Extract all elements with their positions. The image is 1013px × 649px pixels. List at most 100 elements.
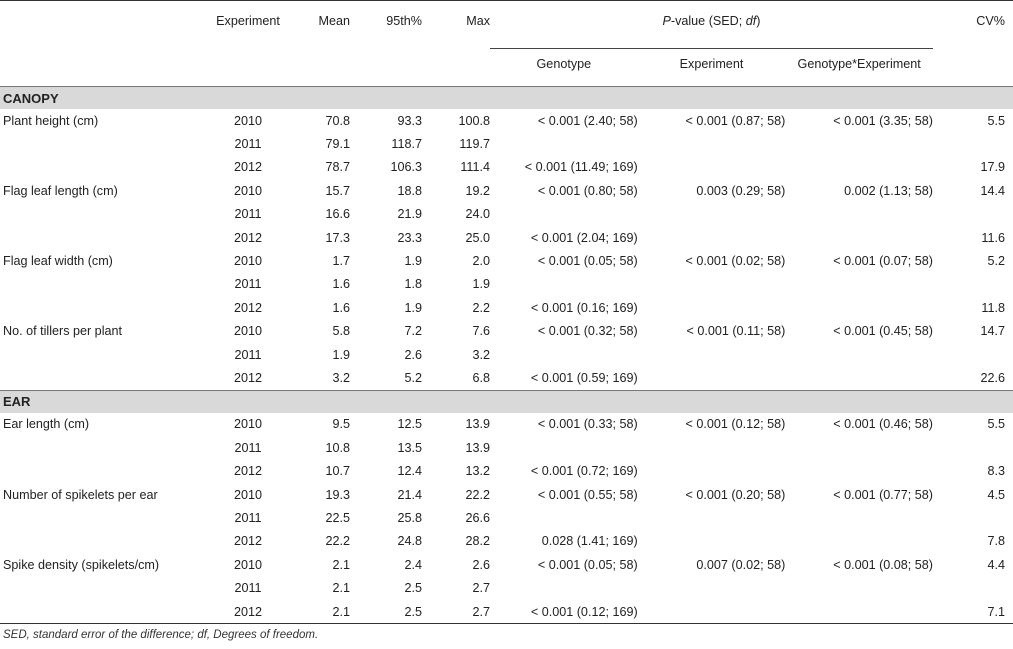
- cell-experiment-p: [638, 156, 786, 179]
- cell-genotype-p: < 0.001 (2.40; 58): [537, 113, 638, 128]
- cell-genotype-p: < 0.001 (0.55; 58): [537, 487, 638, 502]
- cell-max: 3.2: [472, 347, 490, 362]
- cell-max: 100.8: [458, 113, 490, 128]
- cell-genotype-p: < 0.001 (0.80; 58): [537, 183, 638, 198]
- cell-gxe-p: [785, 366, 933, 390]
- cell-gxe-p: [785, 273, 933, 296]
- cell-mean: 15.7: [325, 183, 350, 198]
- cell-gxe-p: [785, 576, 933, 599]
- section-header-row: EAR: [0, 389, 1013, 413]
- cell-mean: 9.5: [332, 417, 350, 432]
- cell-gxe-p: < 0.001 (3.35; 58): [833, 113, 933, 128]
- cell-95th: 1.8: [404, 277, 422, 292]
- cell-experiment-p: < 0.001 (0.02; 58): [685, 254, 786, 269]
- cell-mean: 19.3: [325, 487, 350, 502]
- header-pvalue-mid: -value (SED;: [670, 14, 746, 28]
- cell-experiment: 2012: [233, 160, 263, 175]
- cell-experiment: 2010: [233, 183, 263, 198]
- cell-max: 6.8: [472, 370, 490, 385]
- cell-experiment-p: [638, 132, 786, 155]
- cell-mean: 5.8: [332, 324, 350, 339]
- cell-genotype-p: < 0.001 (11.49; 169): [524, 160, 638, 175]
- cell-cv: [933, 203, 1013, 226]
- trait-name-empty: [0, 203, 208, 226]
- cell-cv: 8.3: [987, 464, 1005, 479]
- cell-gxe-p: [785, 203, 933, 226]
- cell-max: 13.2: [465, 464, 490, 479]
- cell-experiment: 2011: [234, 277, 262, 292]
- trait-name: Ear length (cm): [3, 417, 90, 432]
- header-experiment-p: Experiment: [679, 57, 744, 71]
- cell-experiment-p: [637, 599, 786, 625]
- cell-mean: 2.1: [332, 557, 350, 572]
- table-row: 2012 17.3 23.3 25.0 < 0.001 (2.04; 169) 11.6: [0, 226, 1013, 249]
- cell-experiment-p: [638, 343, 786, 366]
- cell-max: 111.4: [460, 160, 490, 175]
- cell-95th: 23.3: [397, 230, 422, 245]
- cell-experiment: 2012: [233, 464, 263, 479]
- cell-mean: 22.5: [325, 510, 350, 525]
- cell-gxe-p: [785, 343, 933, 366]
- trait-name-empty: [0, 506, 208, 529]
- cell-95th: 118.7: [391, 137, 422, 152]
- cell-95th: 21.4: [397, 487, 422, 502]
- cell-experiment-p: [638, 576, 786, 599]
- cell-95th: 25.8: [397, 510, 422, 525]
- cell-mean: 10.8: [325, 440, 350, 455]
- cell-genotype-p: [490, 203, 638, 226]
- table-row: 2011 1.9 2.6 3.2: [0, 343, 1013, 366]
- table-row: 2012 2.1 2.5 2.7 < 0.001 (0.12; 169) 7.1: [0, 599, 1013, 625]
- trait-name: Flag leaf length (cm): [3, 183, 118, 198]
- table-row: Ear length (cm) 2010 9.5 12.5 13.9 < 0.001 (0…: [0, 413, 1013, 436]
- cell-mean: 1.9: [332, 347, 350, 362]
- cell-experiment-p: [638, 366, 786, 390]
- cell-experiment-p: [638, 506, 786, 529]
- table-row: No. of tillers per plant 2010 5.8 7.2 7.6 < 0…: [0, 320, 1013, 343]
- header-row-2: Genotype Experiment Genotype*Experiment: [0, 49, 1013, 87]
- cell-genotype-p: < 0.001 (2.04; 169): [530, 230, 638, 245]
- table-row: Spike density (spikelets/cm) 2010 2.1 2.4 2.…: [0, 553, 1013, 576]
- cell-gxe-p: [785, 459, 933, 482]
- trait-name-empty: [0, 366, 208, 390]
- cell-max: 13.9: [465, 440, 490, 455]
- table-row: Plant height (cm) 2010 70.8 93.3 100.8 < 0.00…: [0, 109, 1013, 132]
- cell-genotype-p: [490, 436, 638, 459]
- cell-genotype-p: [490, 576, 638, 599]
- cell-genotype-p: < 0.001 (0.72; 169): [530, 464, 638, 479]
- cell-95th: 12.5: [397, 417, 422, 432]
- cell-experiment: 2011: [234, 137, 262, 152]
- trait-name-empty: [0, 226, 208, 249]
- cell-experiment-p: < 0.001 (0.87; 58): [685, 113, 786, 128]
- cell-cv: 14.7: [980, 324, 1005, 339]
- cell-max: 19.2: [465, 183, 490, 198]
- header-mean: Mean: [288, 0, 350, 49]
- cell-95th: 2.5: [404, 581, 422, 596]
- cell-gxe-p: < 0.001 (0.08; 58): [833, 557, 933, 572]
- cell-mean: 78.7: [325, 160, 350, 175]
- cell-mean: 16.6: [325, 207, 350, 222]
- cell-cv: 5.5: [987, 113, 1005, 128]
- cell-95th: 1.9: [404, 300, 422, 315]
- cell-cv: 7.1: [933, 599, 1013, 625]
- table-row: Flag leaf width (cm) 2010 1.7 1.9 2.0 < 0.001…: [0, 249, 1013, 272]
- header-95th: 95th%: [350, 0, 422, 49]
- header-max: Max: [422, 0, 490, 49]
- cell-genotype-p: [490, 506, 638, 529]
- cell-gxe-p: [785, 530, 933, 553]
- cell-experiment: 2012: [233, 300, 263, 315]
- cell-experiment: 2011: [234, 581, 262, 596]
- section-header-row: CANOPY: [0, 86, 1013, 109]
- cell-max: 1.9: [472, 277, 490, 292]
- cell-max: 2.7: [422, 599, 490, 625]
- table-row: 2011 10.8 13.5 13.9: [0, 436, 1013, 459]
- cell-experiment: 2010: [233, 113, 263, 128]
- cell-cv: [933, 132, 1013, 155]
- cell-mean: 10.7: [325, 464, 350, 479]
- table-row: Flag leaf length (cm) 2010 15.7 18.8 19.2 < 0…: [0, 179, 1013, 202]
- cell-gxe-p: [785, 599, 933, 625]
- cell-experiment-p: < 0.001 (0.12; 58): [685, 417, 786, 432]
- cell-95th: 2.4: [404, 557, 422, 572]
- cell-gxe-p: < 0.001 (0.45; 58): [833, 324, 933, 339]
- table-row: Number of spikelets per ear 2010 19.3 21.4 2…: [0, 483, 1013, 506]
- trait-name-empty: [0, 273, 208, 296]
